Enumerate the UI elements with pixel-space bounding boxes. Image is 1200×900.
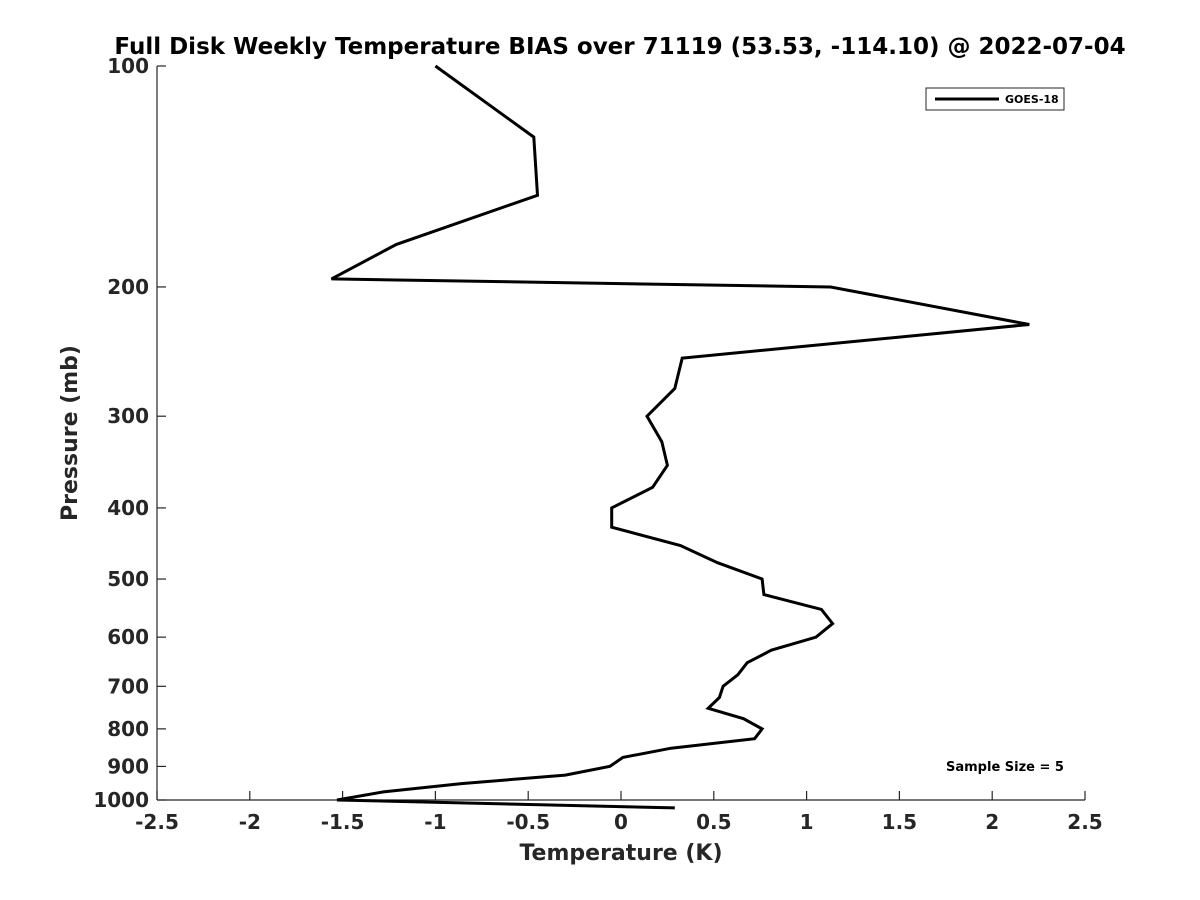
x-tick-label: 0 [614,810,628,834]
x-tick-label: -1 [424,810,446,834]
series-line-goes-18 [330,64,1030,810]
x-tick-label: 1 [800,810,814,834]
x-tick-label: 1.5 [882,810,917,834]
y-tick-label: 900 [107,754,149,778]
y-tick-label: 300 [107,404,149,428]
x-axis-ticks: -2.5 -2 -1.5 -1 -0.5 0 0.5 1 1.5 2 2.5 [135,791,1103,834]
x-tick-label: -0.5 [506,810,550,834]
y-tick-label: 500 [107,567,149,591]
y-tick-label: 1000 [93,788,149,812]
y-tick-label: 800 [107,717,149,741]
series-layer [330,64,1030,810]
chart-title: Full Disk Weekly Temperature BIAS over 7… [114,34,1125,60]
y-tick-label: 100 [107,54,149,78]
x-tick-label: 0.5 [696,810,731,834]
y-tick-label: 700 [107,674,149,698]
sample-size-annotation: Sample Size = 5 [946,760,1064,775]
x-axis-label: Temperature (K) [519,841,722,866]
x-tick-label: 2.5 [1067,810,1102,834]
y-axis-ticks: 100 200 300 400 500 600 700 800 900 1000 [93,54,166,812]
x-tick-label: -2.5 [135,810,179,834]
x-tick-label: -1.5 [321,810,365,834]
x-tick-label: -2 [239,810,261,834]
legend: GOES-18 [925,87,1065,111]
y-axis-label: Pressure (mb) [58,345,83,521]
legend-label-goes-18: GOES-18 [1005,93,1059,106]
y-tick-label: 600 [107,625,149,649]
y-tick-label: 400 [107,496,149,520]
x-tick-label: 2 [985,810,999,834]
y-tick-label: 200 [107,275,149,299]
